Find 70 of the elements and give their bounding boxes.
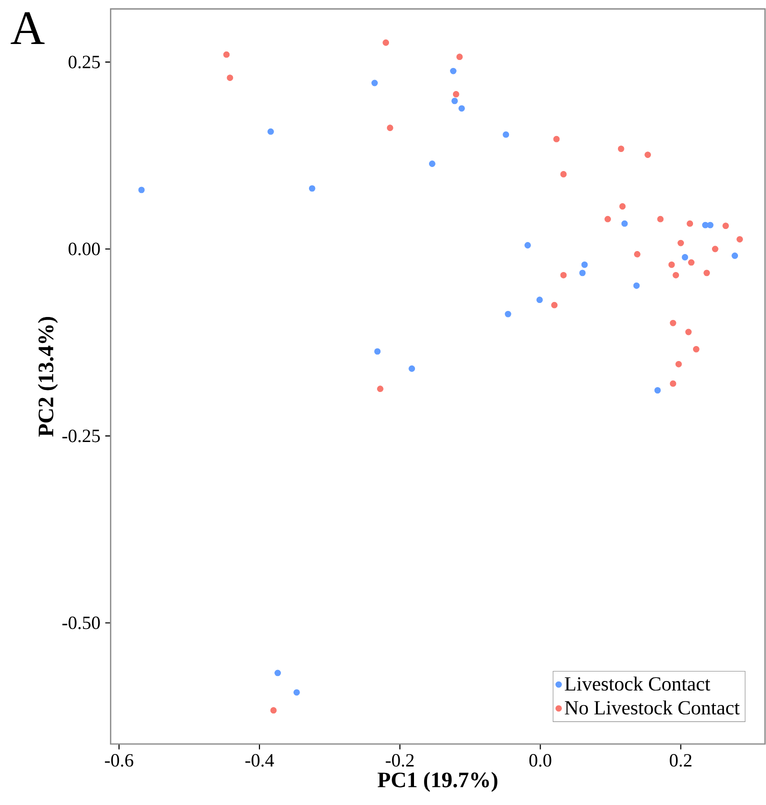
point bbox=[722, 222, 729, 230]
point bbox=[685, 328, 692, 336]
point bbox=[670, 380, 676, 387]
point bbox=[619, 203, 626, 210]
point bbox=[654, 387, 661, 394]
legend-label: Livestock Contact bbox=[564, 676, 710, 691]
point bbox=[502, 131, 510, 138]
point bbox=[670, 320, 676, 326]
point bbox=[308, 185, 316, 192]
point bbox=[688, 259, 694, 266]
point bbox=[536, 296, 543, 304]
point bbox=[226, 74, 234, 81]
point bbox=[524, 242, 531, 248]
point bbox=[579, 270, 586, 276]
point bbox=[675, 360, 682, 368]
point bbox=[633, 282, 640, 289]
point bbox=[451, 98, 458, 104]
point bbox=[371, 80, 378, 86]
point bbox=[657, 216, 664, 222]
point bbox=[618, 146, 624, 152]
point bbox=[452, 91, 460, 98]
point bbox=[682, 254, 688, 260]
point bbox=[644, 152, 651, 158]
x-tick-label: 0.0 bbox=[529, 754, 552, 767]
point bbox=[604, 216, 611, 222]
x-tick-label: -0.2 bbox=[386, 754, 414, 767]
point bbox=[551, 302, 558, 308]
point bbox=[504, 310, 512, 318]
y-tick-label: 0.00 bbox=[68, 242, 100, 256]
x-tick-label: -0.6 bbox=[104, 754, 134, 767]
y-tick-label: -0.25 bbox=[62, 430, 100, 442]
point bbox=[712, 246, 718, 252]
point bbox=[270, 707, 277, 714]
point bbox=[377, 386, 384, 392]
point bbox=[581, 261, 588, 268]
point bbox=[450, 68, 456, 74]
point bbox=[138, 186, 145, 194]
point bbox=[634, 251, 640, 258]
point bbox=[428, 160, 436, 167]
point bbox=[456, 54, 463, 60]
point bbox=[374, 348, 381, 355]
point bbox=[408, 365, 416, 372]
point bbox=[223, 51, 230, 58]
point bbox=[386, 124, 394, 132]
point bbox=[732, 252, 738, 259]
point bbox=[274, 670, 281, 676]
x-tick-label: -0.4 bbox=[245, 754, 274, 767]
text: A bbox=[10, 12, 45, 44]
point bbox=[672, 272, 680, 278]
point bbox=[560, 171, 567, 178]
point bbox=[458, 105, 465, 112]
point bbox=[267, 128, 274, 135]
y-tick-label: 0.25 bbox=[68, 56, 100, 68]
point bbox=[686, 220, 694, 227]
y-tick-label: -0.50 bbox=[62, 616, 100, 630]
x-tick-label: 0.2 bbox=[670, 754, 692, 767]
point bbox=[560, 272, 567, 278]
y-axis-title: PC2 (13.4%) bbox=[38, 316, 58, 437]
point bbox=[668, 261, 675, 268]
point bbox=[293, 689, 300, 696]
point bbox=[553, 136, 560, 142]
point bbox=[621, 220, 628, 227]
point bbox=[678, 240, 684, 246]
x-axis-title: PC1 (19.7%) bbox=[378, 772, 498, 792]
point bbox=[382, 39, 390, 46]
legend-label: No Livestock Contact bbox=[564, 700, 740, 715]
point bbox=[693, 346, 700, 352]
point bbox=[736, 236, 743, 242]
point bbox=[707, 222, 714, 228]
point bbox=[704, 270, 710, 276]
